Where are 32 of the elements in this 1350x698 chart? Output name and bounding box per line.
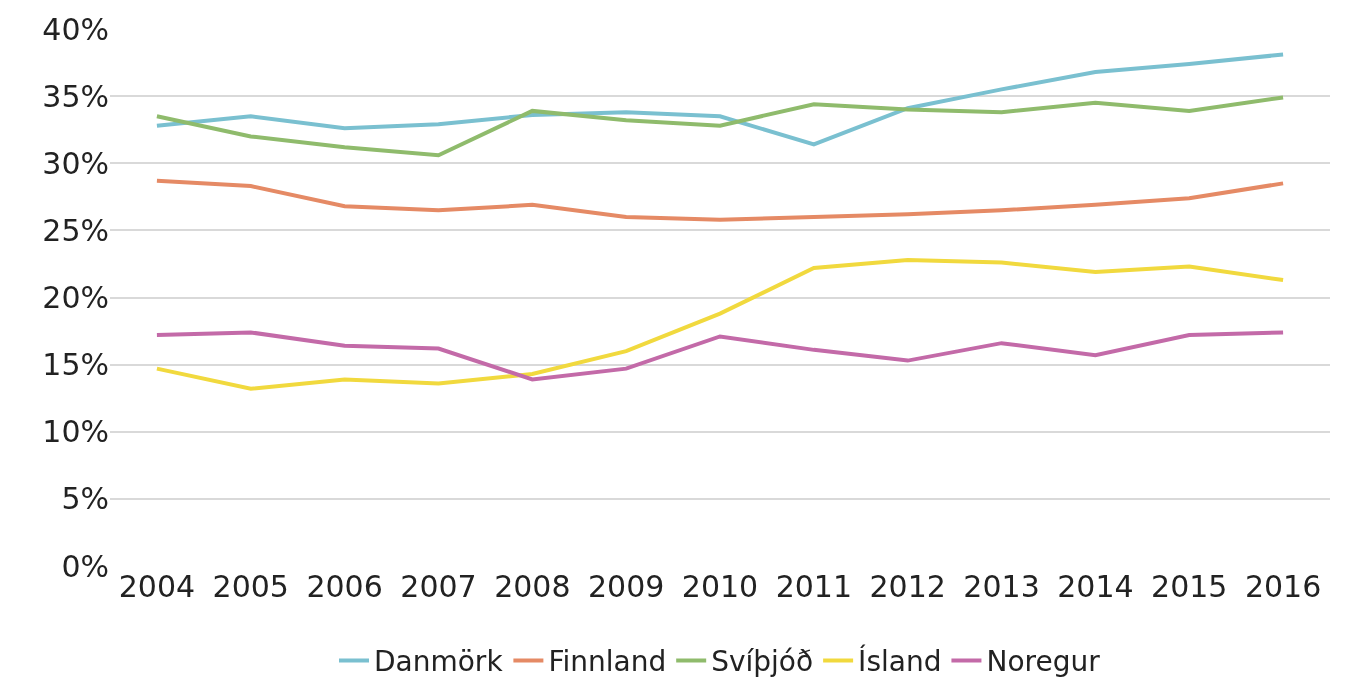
y-tick-label: 5% — [61, 481, 109, 517]
x-tick-label: 2008 — [494, 569, 571, 604]
line-series — [154, 178, 1286, 222]
line-series — [154, 257, 1286, 391]
legend-label: Danmörk — [374, 645, 504, 679]
x-tick-label: 2010 — [681, 569, 759, 604]
x-tick-label: 2011 — [775, 569, 853, 604]
x-tick-label: 2007 — [400, 569, 477, 604]
y-tick-label: 25% — [42, 212, 109, 248]
y-tick-label: 40% — [42, 11, 109, 47]
y-tick-label: 30% — [42, 145, 109, 181]
x-tick-label: 2012 — [869, 569, 946, 604]
x-tick-label: 2009 — [587, 569, 665, 604]
x-tick-label: 2005 — [212, 569, 289, 604]
y-tick-label: 10% — [42, 414, 109, 450]
legend-label: Ísland — [858, 644, 942, 679]
line-series — [154, 95, 1286, 158]
line-series — [154, 52, 1286, 147]
x-tick-label: 2015 — [1151, 569, 1228, 604]
y-tick-label: 0% — [61, 548, 109, 584]
legend-label: Svíþjóð — [711, 645, 814, 679]
line-series — [154, 330, 1286, 382]
y-tick-label: 20% — [42, 280, 109, 315]
legend-label: Noregur — [986, 645, 1101, 679]
y-tick-label: 15% — [42, 347, 109, 383]
y-tick-label: 35% — [42, 78, 109, 114]
x-tick-label: 2016 — [1244, 569, 1322, 604]
x-tick-label: 2013 — [963, 569, 1040, 604]
legend-label: Finnland — [548, 645, 667, 679]
x-tick-label: 2006 — [306, 569, 383, 604]
x-tick-label: 2014 — [1057, 569, 1134, 604]
x-tick-label: 2004 — [118, 569, 196, 604]
